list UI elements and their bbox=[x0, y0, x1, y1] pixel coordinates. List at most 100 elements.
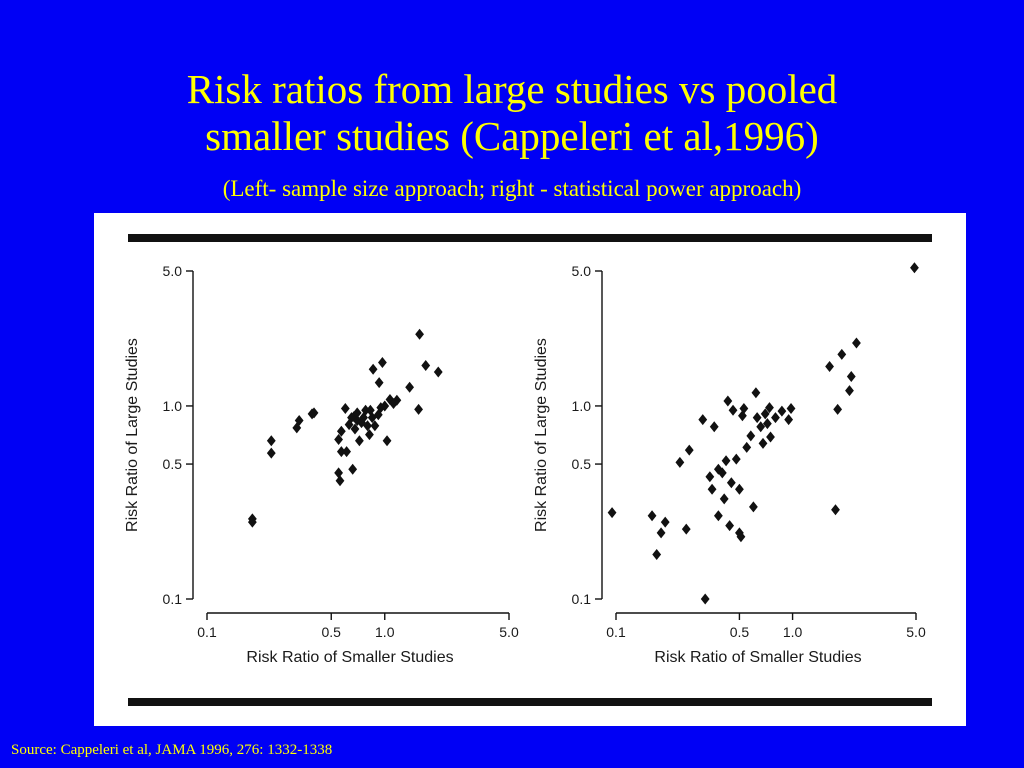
source-citation: Source: Cappeleri et al, JAMA 1996, 276:… bbox=[11, 742, 333, 758]
chart1-point-8 bbox=[334, 467, 344, 479]
chart2-point-1 bbox=[647, 510, 657, 522]
chart1-point-41 bbox=[405, 381, 415, 393]
chart1-point-11 bbox=[334, 434, 344, 446]
chart2-point-15 bbox=[717, 467, 727, 479]
chart2-point-11 bbox=[707, 483, 717, 495]
chart1-point-32 bbox=[373, 409, 383, 421]
chart2-point-18 bbox=[723, 395, 733, 407]
chart2-y-tick-label-3: 5.0 bbox=[572, 263, 592, 279]
chart1-y-tick-label-3: 5.0 bbox=[163, 263, 183, 279]
chart2-point-0 bbox=[607, 507, 617, 519]
chart2-point-23 bbox=[735, 483, 744, 495]
chart1-point-14 bbox=[342, 446, 351, 458]
chart1-point-45 bbox=[433, 366, 443, 378]
chart1-y-tick-label-0: 0.1 bbox=[163, 591, 183, 607]
chart2-point-50 bbox=[910, 262, 919, 274]
chart2-point-17 bbox=[721, 455, 731, 467]
chart1-point-17 bbox=[348, 463, 358, 475]
chart2-point-12 bbox=[709, 421, 719, 433]
chart2-point-29 bbox=[746, 430, 756, 442]
chart1-point-9 bbox=[335, 475, 345, 487]
chart1-x-tick-label-0: 0.1 bbox=[197, 624, 217, 640]
chart1-point-30 bbox=[368, 363, 378, 375]
chart2-point-32 bbox=[752, 412, 762, 424]
chart1-point-3 bbox=[266, 447, 276, 459]
slide-subtitle: (Left- sample size approach; right - sta… bbox=[222, 176, 802, 201]
chart2-point-4 bbox=[660, 516, 670, 528]
chart2-point-28 bbox=[742, 441, 752, 453]
chart1-point-31 bbox=[370, 420, 380, 432]
chart2-point-13 bbox=[713, 510, 723, 522]
chart2-x-tick-label-2: 1.0 bbox=[783, 624, 803, 640]
chart1-point-27 bbox=[365, 429, 374, 441]
chart2-y-tick-label-2: 1.0 bbox=[572, 398, 592, 414]
chart1-x-tick-label-1: 0.5 bbox=[322, 624, 342, 640]
chart2-point-25 bbox=[736, 531, 746, 543]
chart2-point-36 bbox=[762, 418, 772, 430]
chart2-point-49 bbox=[852, 337, 861, 349]
chart1-y-tick-label-1: 0.5 bbox=[163, 456, 183, 472]
chart2-y-axis-label: Risk Ratio of Large Studies bbox=[533, 338, 550, 532]
figure-svg: 0.1 0.5 1.0 5.0 0.1 0.5 1.0 5.0 Risk Ratio of Sm… bbox=[124, 234, 932, 706]
chart2-point-40 bbox=[777, 405, 787, 417]
bottom-rule bbox=[128, 698, 932, 706]
chart2-point-45 bbox=[833, 403, 843, 415]
chart2-point-5 bbox=[675, 456, 685, 468]
chart1-point-37 bbox=[382, 435, 392, 447]
chart2-y-tick-label-1: 0.5 bbox=[572, 456, 592, 472]
chart1-point-42 bbox=[414, 403, 423, 415]
chart2-point-21 bbox=[728, 404, 738, 416]
chart2-point-2 bbox=[652, 549, 662, 561]
chart2-point-22 bbox=[731, 453, 741, 465]
chart2-point-38 bbox=[766, 431, 775, 443]
chart2-point-39 bbox=[771, 412, 780, 424]
chart2-point-41 bbox=[784, 414, 794, 426]
chart2-point-43 bbox=[825, 361, 834, 373]
chart2-point-6 bbox=[681, 523, 691, 535]
chart2-point-35 bbox=[760, 408, 770, 420]
chart1-point-2 bbox=[266, 435, 276, 447]
chart2-x-tick-label-0: 0.1 bbox=[606, 624, 626, 640]
chart2-point-31 bbox=[751, 387, 761, 399]
chart1-point-23 bbox=[357, 417, 366, 429]
slide-title-line-1: Risk ratios from large studies vs pooled bbox=[186, 66, 838, 112]
chart2-point-16 bbox=[719, 493, 729, 505]
chart2-point-42 bbox=[786, 402, 796, 414]
chart1-point-5 bbox=[294, 415, 304, 427]
chart2-point-10 bbox=[705, 471, 715, 483]
chart1-y-axis-label: Risk Ratio of Large Studies bbox=[124, 338, 141, 532]
top-rule bbox=[128, 234, 932, 242]
chart1-point-40 bbox=[392, 394, 402, 406]
chart1-point-13 bbox=[340, 402, 350, 414]
chart2-point-33 bbox=[756, 421, 766, 433]
chart2-point-3 bbox=[656, 527, 666, 539]
chart1-point-22 bbox=[354, 435, 364, 447]
chart1-point-26 bbox=[363, 420, 372, 432]
chart2-x-tick-label-1: 0.5 bbox=[730, 624, 750, 640]
chart1-x-tick-label-2: 1.0 bbox=[375, 624, 395, 640]
chart2-x-axis-label: Risk Ratio of Smaller Studies bbox=[654, 649, 861, 666]
figure-panel: 0.1 0.5 1.0 5.0 0.1 0.5 1.0 5.0 Risk Ratio of Sm… bbox=[94, 213, 966, 726]
chart1-y-tick-label-2: 1.0 bbox=[163, 398, 183, 414]
chart2-point-19 bbox=[725, 520, 735, 532]
chart2-point-46 bbox=[837, 348, 847, 360]
chart2-x-tick-label-3: 5.0 bbox=[906, 624, 926, 640]
slide-title-line-2: smaller studies (Cappeleri et al,1996) bbox=[205, 113, 819, 159]
chart2-point-9 bbox=[700, 593, 710, 605]
chart2-point-37 bbox=[765, 402, 774, 414]
chart2-y-tick-label-0: 0.1 bbox=[572, 591, 592, 607]
chart2-point-20 bbox=[726, 477, 736, 489]
chart1-point-33 bbox=[374, 377, 384, 389]
chart1-point-7 bbox=[309, 407, 319, 419]
chart2-point-7 bbox=[684, 444, 694, 456]
chart2-point-27 bbox=[739, 402, 749, 414]
chart1-point-25 bbox=[361, 404, 370, 416]
chart2-point-34 bbox=[758, 437, 768, 449]
chart1-point-1 bbox=[247, 516, 257, 528]
chart1-point-19 bbox=[350, 423, 360, 435]
chart1-x-axis-label: Risk Ratio of Smaller Studies bbox=[246, 649, 453, 666]
chart1-point-43 bbox=[415, 328, 424, 340]
chart2-point-30 bbox=[749, 501, 758, 513]
chart2-point-47 bbox=[845, 385, 854, 397]
chart2-point-44 bbox=[831, 504, 840, 516]
